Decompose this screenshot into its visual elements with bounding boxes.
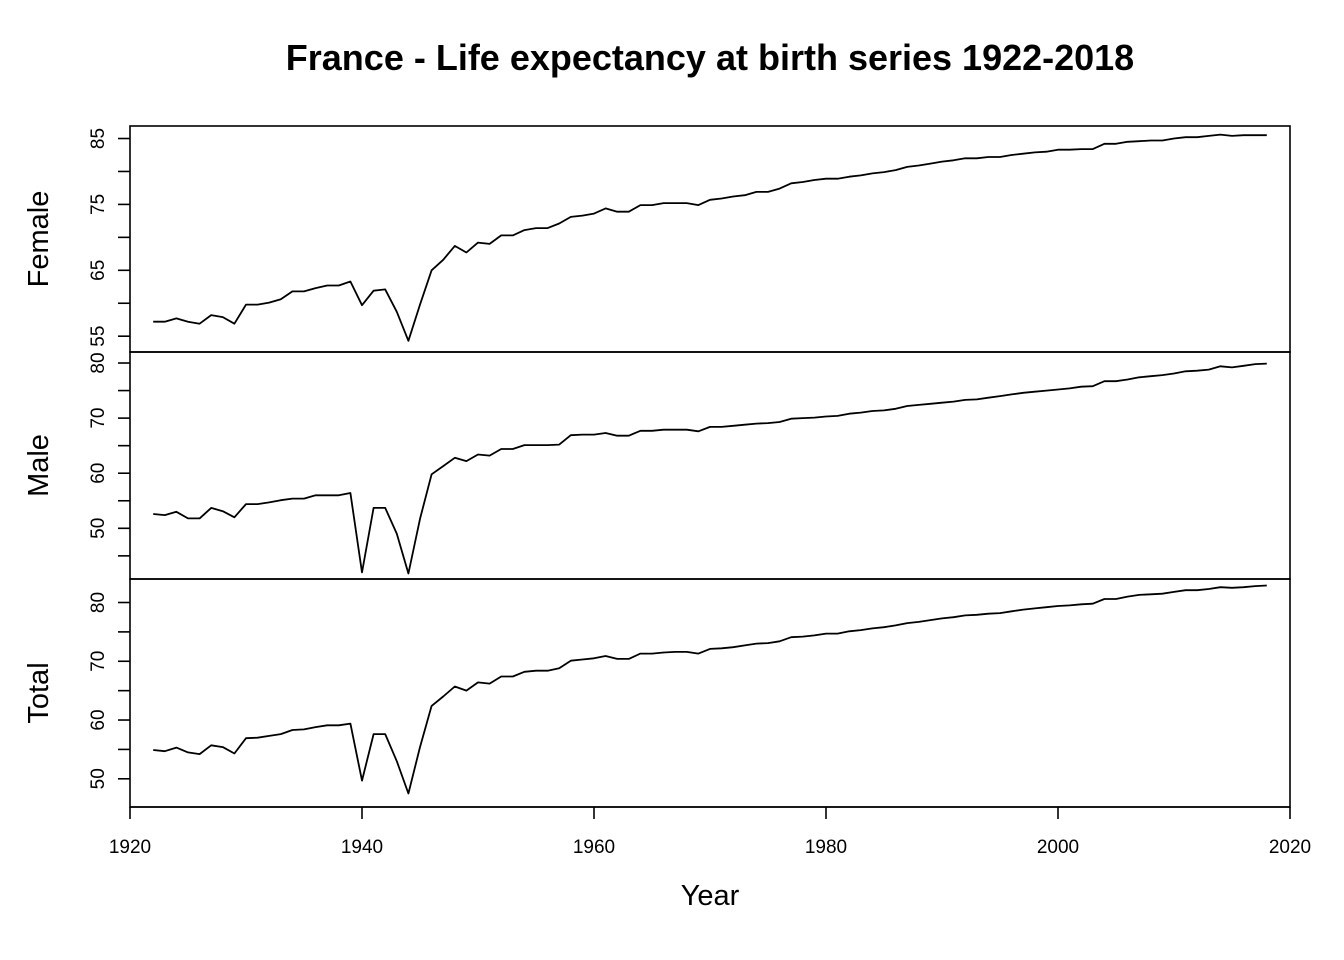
y-tick-label: 75 (88, 194, 109, 215)
x-tick-label: 1980 (805, 837, 847, 858)
y-tick-label: 85 (88, 128, 109, 149)
x-tick-label: 1960 (573, 837, 615, 858)
panel-label-male: Male (23, 434, 55, 497)
y-tick-label: 60 (88, 463, 109, 484)
panel-label-total: Total (23, 662, 55, 723)
y-tick-label: 50 (88, 518, 109, 539)
x-axis-label: Year (681, 880, 740, 912)
chart-title: France - Life expectancy at birth series… (286, 37, 1134, 78)
x-tick-label: 1940 (341, 837, 383, 858)
panel-frame (129, 578, 1291, 808)
panel-frame (129, 125, 1291, 353)
y-tick-label: 50 (88, 768, 109, 789)
x-tick-label: 2020 (1269, 837, 1311, 858)
y-tick-label: 80 (88, 352, 109, 373)
series-line-female (153, 133, 1267, 342)
x-axis: 1920 1940 1960 1980 2000 2020 (109, 806, 1311, 858)
y-tick-label: 60 (88, 709, 109, 730)
y-tick-label: 55 (88, 326, 109, 347)
panel-frame (129, 351, 1291, 580)
x-tick-label: 1920 (109, 837, 151, 858)
panels-layer: 55 65 75 85 Female 50 60 70 80 Male 50 60 70 80 Total (23, 125, 1291, 808)
panel-female: 55 65 75 85 Female (23, 125, 1291, 353)
y-tick-label: 70 (88, 651, 109, 672)
series-line-male (153, 362, 1267, 575)
y-tick-label: 65 (88, 260, 109, 281)
x-tick-label: 2000 (1037, 837, 1079, 858)
y-tick-label: 70 (88, 408, 109, 429)
panel-male: 50 60 70 80 Male (23, 351, 1291, 580)
series-line-total (153, 584, 1267, 795)
panel-label-female: Female (23, 191, 55, 288)
y-tick-label: 80 (88, 592, 109, 613)
panel-total: 50 60 70 80 Total (23, 578, 1291, 808)
